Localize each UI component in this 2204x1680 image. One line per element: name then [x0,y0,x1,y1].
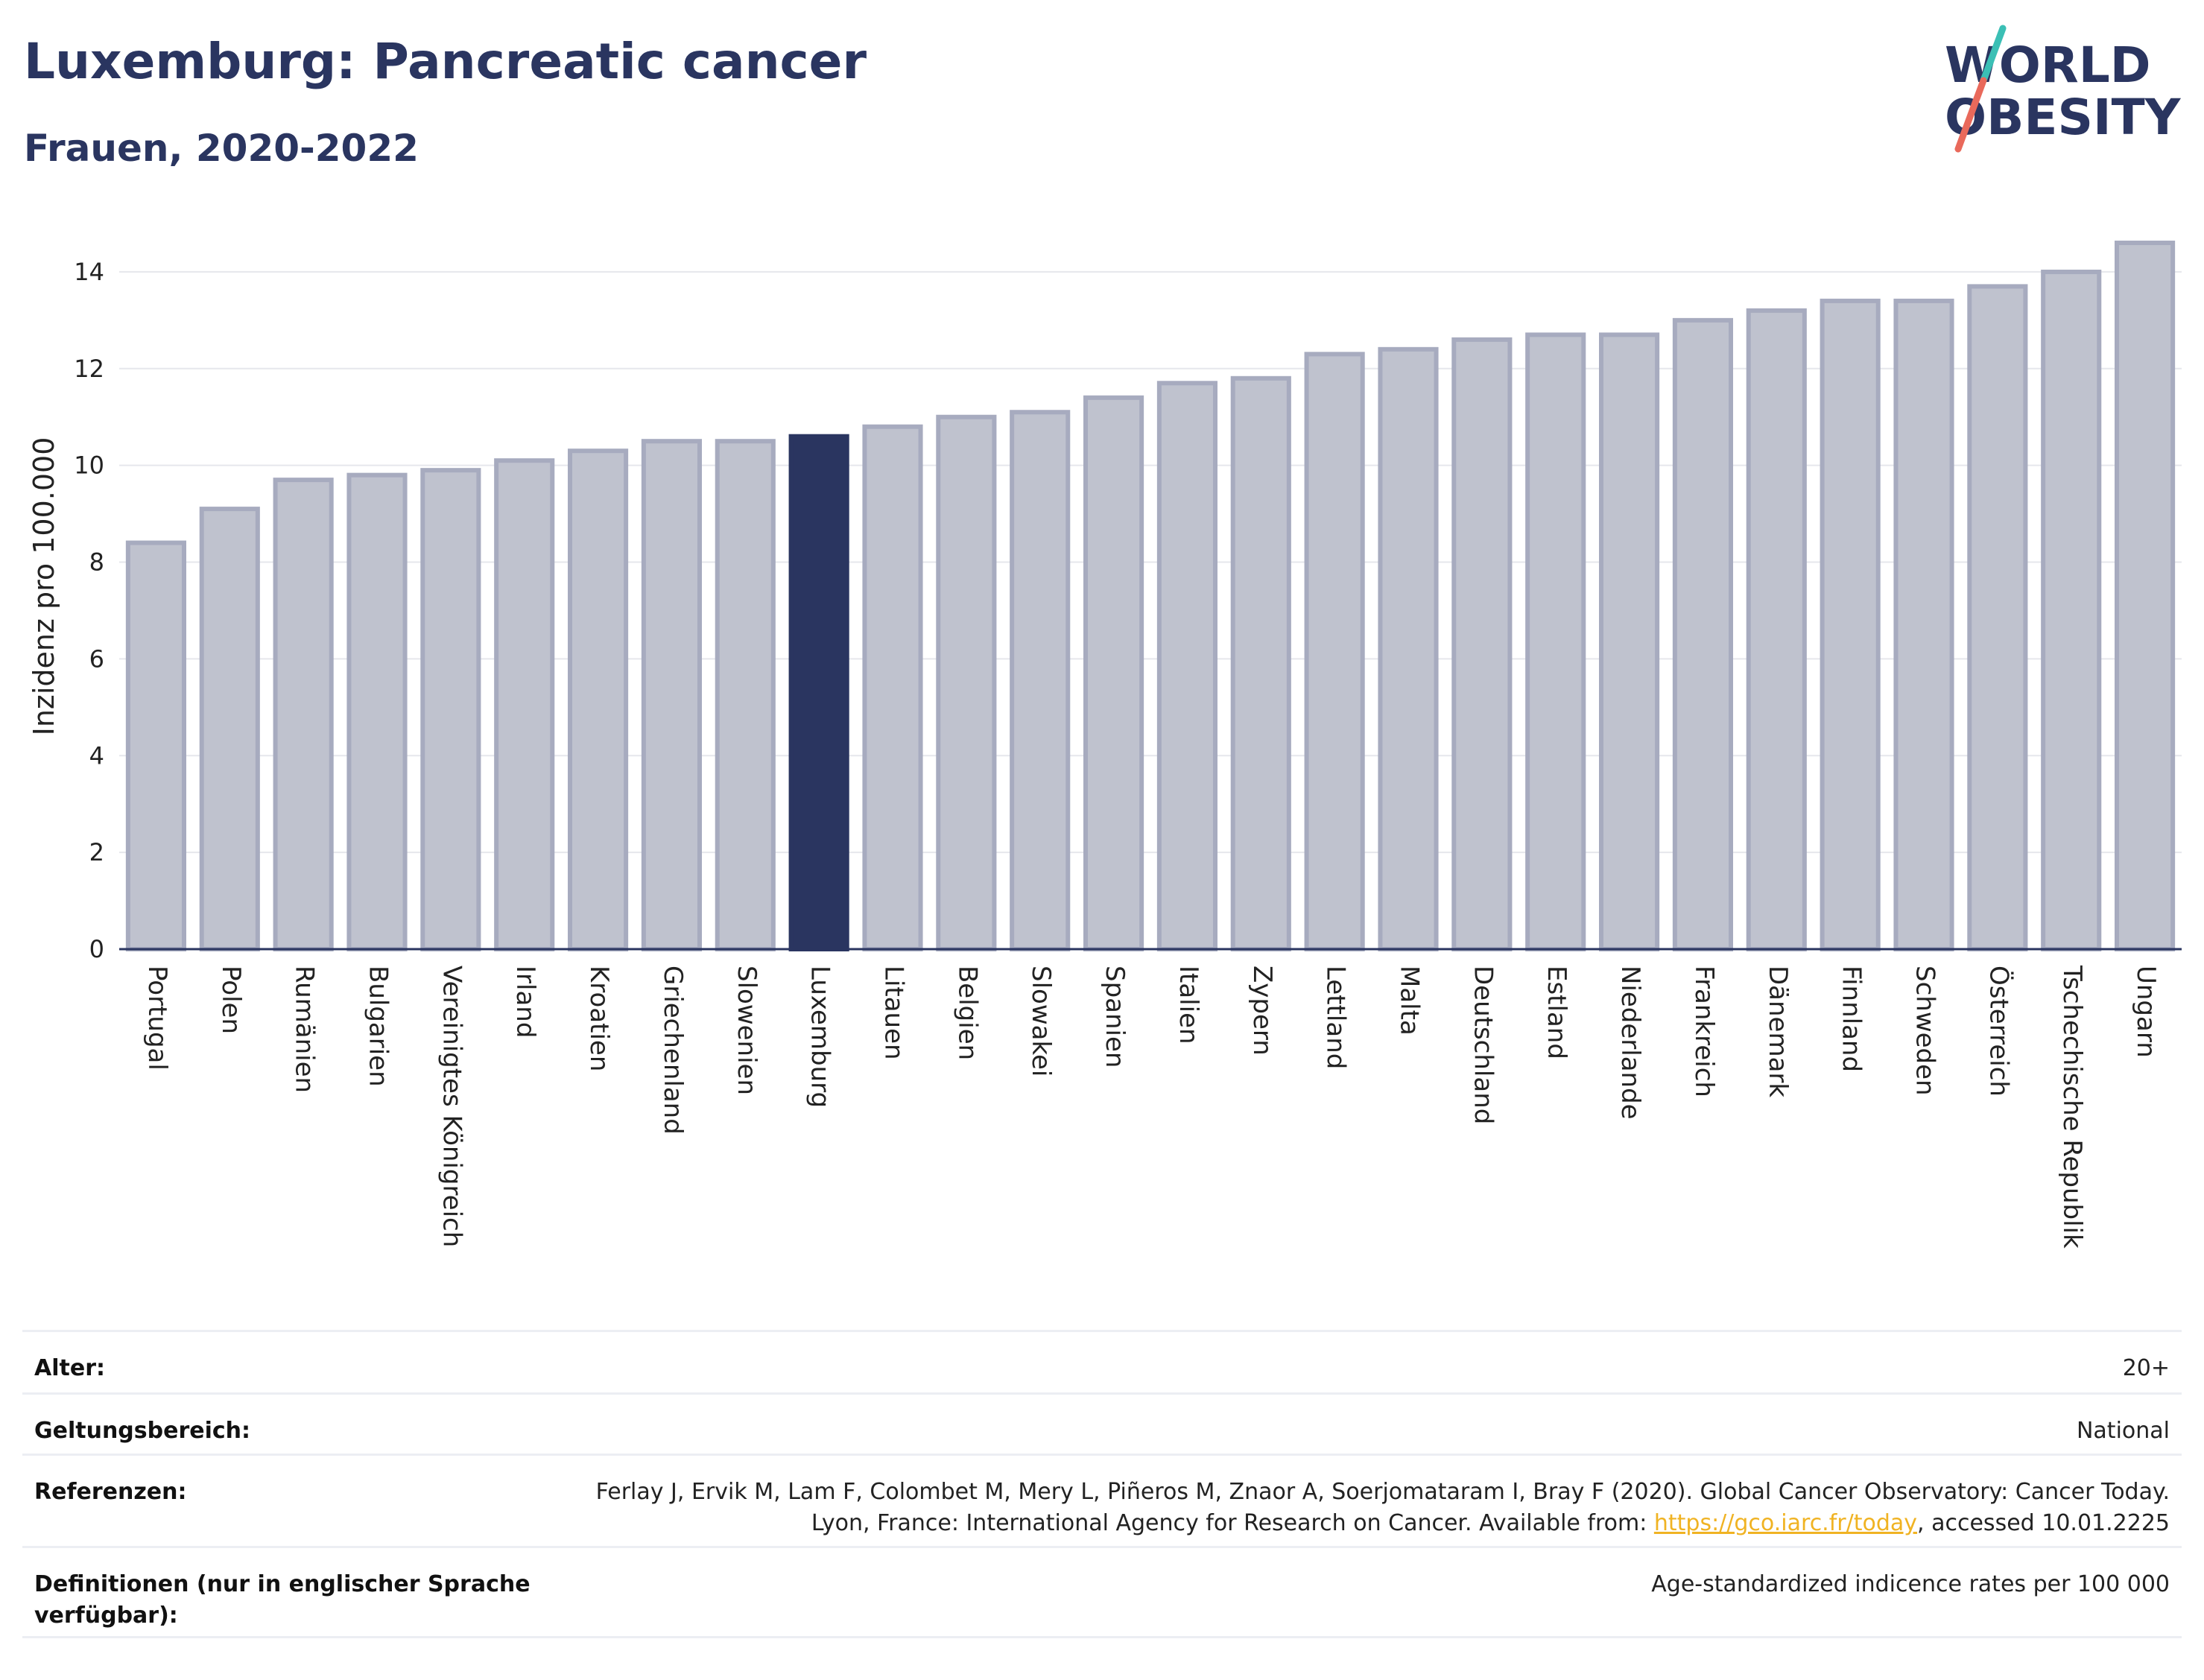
logo-line1: WORLD [1945,37,2151,94]
bar [2115,240,2176,952]
bar-highlight [788,434,849,951]
meta-defs-value: Age-standardized indicence rates per 100… [1651,1571,2170,1597]
x-tick-label: Lettland [1321,966,1351,1069]
bar [1599,332,1660,951]
x-tick-label: Malta [1395,966,1425,1036]
x-tick-label: Estland [1542,966,1571,1059]
bar [1893,298,1954,952]
x-tick-label: Slowenien [732,966,761,1095]
bar [1525,332,1586,951]
bar [1378,346,1439,951]
meta-refs-link[interactable]: https://gco.iarc.fr/today [1653,1510,1918,1536]
y-tick-label: 0 [89,935,104,963]
meta-refs-label: Referenzen: [34,1479,187,1505]
bar [1304,352,1365,951]
meta-scope-value: National [2076,1418,2170,1444]
bar [1156,381,1217,951]
x-tick-label: Tschechische Republik [2057,965,2087,1249]
meta-scope-label: Geltungsbereich: [34,1418,251,1444]
x-tick-label: Rumänien [290,966,320,1093]
meta-row-age: Alter: 20+ [22,1330,2182,1392]
x-tick-label: Schweden [1910,966,1940,1096]
x-tick-label: Frankreich [1689,966,1719,1097]
bar [125,540,186,951]
bar [936,414,997,951]
meta-row-scope: Geltungsbereich: National [22,1392,2182,1454]
bar [641,439,702,951]
meta-age-label: Alter: [34,1355,105,1381]
bar [1451,337,1513,951]
x-tick-label: Dänemark [1763,966,1793,1097]
bar [273,478,334,951]
x-tick-label: Finnland [1837,966,1866,1072]
y-tick-label: 4 [89,741,104,770]
x-tick-label: Kroatien [584,966,614,1071]
x-tick-label: Ungarn [2131,966,2161,1058]
meta-refs-value: Ferlay J, Ervik M, Lam F, Colombet M, Me… [568,1477,2170,1546]
y-tick-label: 2 [89,838,104,866]
meta-row-references: Referenzen: Ferlay J, Ervik M, Lam F, Co… [22,1454,2182,1546]
logo-slash-teal [1980,25,2007,84]
x-tick-label: Niederlande [1615,966,1645,1120]
bar [1672,317,1733,952]
meta-refs-text-1: Ferlay J, Ervik M, Lam F, Colombet M, Me… [595,1479,2170,1536]
bar [1967,284,2028,951]
x-tick-label: Österreich [1983,966,2014,1097]
bar [494,458,555,951]
x-tick-label: Belgien [952,966,982,1060]
x-tick-label: Luxemburg [805,966,835,1108]
meta-row-definitions: Definitionen (nur in englischer Sprache … [22,1546,2182,1638]
meta-defs-label: Definitionen (nur in englischer Sprache … [34,1571,531,1629]
logo-slash-coral [1954,77,1987,153]
x-tick-label: Bulgarien [364,966,393,1087]
bar [715,439,776,951]
bar [1083,395,1144,951]
y-tick-label: 14 [74,258,104,286]
x-tick-label: Zypern [1247,966,1277,1056]
bar [420,468,481,952]
bar [199,507,260,951]
chart-subtitle: Frauen, 2020-2022 [24,127,419,170]
y-tick-label: 8 [89,548,104,577]
meta-refs-text-2: , accessed 10.01.2225 [1917,1510,2170,1536]
bar [568,448,629,952]
bar [2041,269,2102,951]
x-tick-label: Italien [1174,966,1203,1045]
meta-age-value: 20+ [2122,1355,2170,1381]
x-tick-label: Polen [216,966,246,1034]
bar [1010,410,1071,951]
bar [1746,308,1807,951]
x-tick-label: Slowakei [1026,966,1056,1077]
logo-line2: OBESITY [1945,89,2182,146]
y-tick-label: 12 [74,355,104,383]
x-tick-label: Spanien [1100,966,1130,1068]
x-tick-label: Litauen [879,966,909,1060]
metadata-table: Alter: 20+ Geltungsbereich: National Ref… [22,1330,2182,1638]
world-obesity-logo: WORLD OBESITY [1945,25,2182,153]
x-tick-label: Griechenland [658,966,688,1135]
y-tick-label: 10 [74,451,104,480]
y-axis-title: Inzidenz pro 100.000 [28,437,60,736]
y-tick-label: 6 [89,644,104,673]
bar-chart: 0 2 4 6 8 10 12 14 Inzidenz pro 100.000 Portugal P… [28,240,2182,1249]
chart-title: Luxemburg: Pancreatic cancer [24,33,867,90]
x-tick-label: Deutschland [1468,966,1498,1124]
bar [346,472,408,951]
bar [1820,298,1881,952]
x-tick-label: Vereinigtes Königreich [437,966,466,1247]
x-tick-label: Irland [510,966,540,1038]
bar [1230,375,1291,951]
bar [862,424,923,952]
x-tick-label: Portugal [142,966,172,1071]
